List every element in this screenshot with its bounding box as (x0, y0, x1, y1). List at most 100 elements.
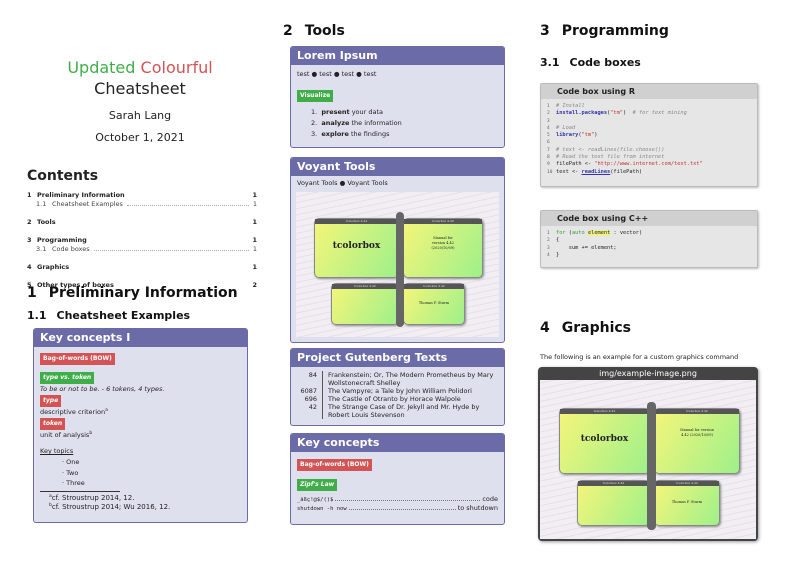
list-keyword: analyze (321, 119, 350, 127)
section-title: Code boxes (569, 56, 641, 69)
cover-wing: tcolorbox 4.42 (577, 480, 650, 526)
toc-label: Programming (37, 236, 87, 244)
toc-page: 1 (252, 191, 257, 199)
section-title: Programming (561, 23, 669, 39)
code-listing: 1 for (auto element : vector) 2{ 3 sum +=… (547, 230, 643, 258)
topic: Three (66, 479, 85, 487)
cover-manual: Manual for version 4.42 (2020/10/09) (680, 428, 714, 437)
wing-label: tcolorbox 4.42 (315, 219, 398, 224)
inline-item: Voyant Tools (347, 179, 388, 187)
cover-wing: tcolorbox 4.42 Thomas F. Sturm (654, 480, 720, 526)
book-title: The Castle of Otranto by Horace Walpole (328, 395, 461, 403)
shortcut-desc: code (482, 495, 498, 503)
list-item: 2. analyze the information (311, 119, 402, 127)
type-text: descriptive criteriona (40, 408, 241, 416)
toc-entry[interactable]: 4 Graphics 1 (27, 263, 257, 272)
tag-visualize: Visualize (297, 90, 334, 102)
tag-bow: Bag-of-words (BOW) (40, 353, 115, 365)
box-title: Project Gutenberg Texts (291, 349, 504, 367)
footnote: bcf. Stroustrup 2014; Wu 2016, 12. (49, 503, 241, 512)
code-box-r: Code box using R 1 # Install 2 install.pac… (540, 83, 758, 187)
toc-num: 4 (27, 263, 32, 271)
toc-entry[interactable]: 2 Tools 1 (27, 218, 257, 227)
cover-wing: tcolorbox 4.42 tcolorbox (314, 218, 399, 278)
list-text: your data (349, 108, 384, 116)
wing-label: tcolorbox 4.42 (404, 219, 482, 224)
butterfly-body (396, 212, 404, 327)
box-title: Key concepts I (34, 329, 247, 347)
list-item: 3. explore the findings (311, 130, 390, 138)
doc-title: Updated Colourful (20, 58, 260, 77)
box-title: Key concepts (291, 434, 504, 452)
cover-wing: tcolorbox 4.42 Manual for version 4.42 (2… (654, 408, 740, 474)
topic: Two (66, 468, 79, 477)
list-text: the information (349, 119, 402, 127)
wing-label: tcolorbox 4.42 (404, 284, 464, 289)
section-number: 1.1 (27, 309, 47, 322)
key-concepts-2-box: Key concepts Bag-of-words (BOW) Zipf's L… (290, 433, 505, 525)
section-heading: 1 Preliminary Information (27, 285, 238, 301)
section-heading: 4 Graphics (540, 320, 631, 336)
graphics-figure: img/example-image.png tcolorbox 4.42 tcol… (538, 367, 758, 541)
toc-num: 3 (27, 236, 32, 244)
section-number: 3.1 (540, 56, 560, 69)
section-heading: 2 Tools (283, 23, 345, 39)
toc-label: Tools (37, 218, 56, 226)
toc-num: 5 (27, 281, 32, 289)
box-title: Lorem Ipsum (291, 47, 504, 65)
book-id: 6087 (297, 387, 323, 395)
toc-entry[interactable]: 5 Other types of boxes 2 (27, 281, 257, 290)
topic: One (66, 458, 80, 466)
list-keyword: explore (321, 130, 349, 138)
toc-label: Other types of boxes (37, 281, 114, 289)
doc-title-line2: Cheatsheet (94, 79, 186, 98)
title-word-colourful: Colourful (140, 58, 213, 77)
tag-type: type (40, 395, 62, 407)
shortcut-row: _äßç!@$/()$ code (297, 495, 498, 504)
cover-author: Thomas F. Sturm (671, 500, 703, 504)
toc-page: 2 (252, 281, 257, 289)
section-title: Tools (304, 23, 345, 39)
cover-wing: tcolorbox 4.42 tcolorbox (559, 408, 650, 474)
section-number: 2 (283, 23, 293, 39)
toc-label: Preliminary Information (37, 191, 125, 199)
toc-entry[interactable]: 1 Preliminary Information 1 (27, 191, 257, 200)
cover-wing: tcolorbox 4.42 (331, 283, 399, 325)
subsection-heading: 3.1 Code boxes (540, 56, 641, 69)
toc-label: Cheatsheet Examples (52, 200, 123, 208)
book-id: 84 (297, 371, 323, 387)
butterfly-body (647, 402, 656, 530)
figure-caption: img/example-image.png (599, 369, 697, 378)
toc-page: 1 (252, 218, 257, 226)
cover-author: Thomas F. Sturm (418, 301, 450, 305)
toc-entry[interactable]: 3 Programming 1 (27, 236, 257, 245)
tag-type-vs-token: type vs. token (40, 372, 95, 384)
book-title: The Strange Case of Dr. Jekyll and Mr. H… (328, 403, 480, 419)
graphics-intro: The following is an example for a custom… (540, 353, 739, 361)
wing-label: tcolorbox 4.42 (655, 409, 739, 414)
book-title: Frankenstein; Or, The Modern Prometheus … (328, 371, 494, 387)
shortcut-row: shutdown -h now to shutdown (297, 504, 498, 513)
token-text: unit of analysisb (40, 431, 241, 439)
doc-date: October 1, 2021 (95, 131, 185, 144)
wing-label: tcolorbox 4.42 (560, 409, 649, 414)
voyant-tools-box: Voyant Tools Voyant Tools ● Voyant Tools… (290, 157, 505, 343)
toc-entry[interactable]: 1.1 Cheatsheet Examples 1 (27, 200, 257, 209)
wing-label: tcolorbox 4.42 (655, 481, 719, 486)
section-title: Graphics (561, 320, 632, 336)
inline-item: test (341, 70, 355, 78)
code-listing: 1 # Install 2 install.packages("tm") # for… (547, 103, 703, 175)
toc-entry[interactable]: 3.1 Code boxes 1 (27, 245, 257, 254)
shortcut-code: shutdown -h now (297, 506, 347, 512)
shortcut-code: _äßç!@$/()$ (297, 497, 334, 503)
tag-bow: Bag-of-words (BOW) (297, 459, 372, 471)
book-id: 696 (297, 395, 323, 403)
inline-item: test (319, 70, 332, 78)
code-box-cpp: Code box using C++ 1 for (auto element : … (540, 210, 758, 268)
footnote-mark: a (49, 493, 52, 499)
topics-list: · One · Two · Three (40, 457, 241, 489)
table-row: 6087 The Vampyre; a Tale by John William … (297, 387, 498, 395)
gutenberg-table: 84 Frankenstein; Or, The Modern Prometheu… (291, 367, 504, 424)
subsection-heading: 1.1 Cheatsheet Examples (27, 309, 190, 322)
tcolorbox-cover-image: tcolorbox 4.42 tcolorbox tcolorbox 4.42 Ma… (540, 380, 756, 539)
